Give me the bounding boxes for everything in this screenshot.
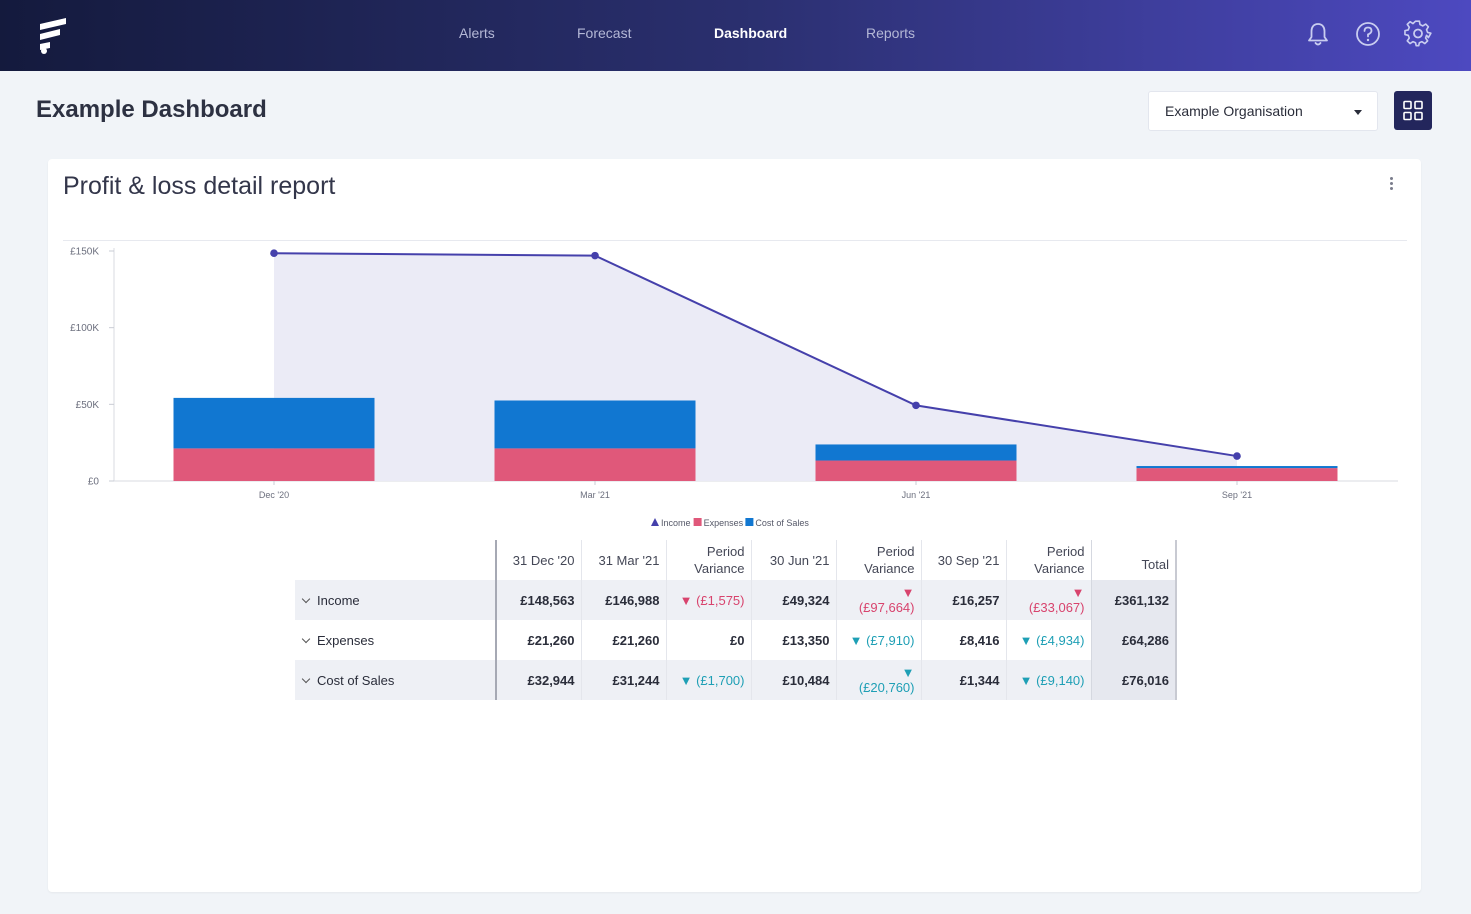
table-cell: £13,350 bbox=[750, 620, 836, 660]
layout-grid-button[interactable] bbox=[1394, 91, 1432, 130]
x-tick-label: Jun '21 bbox=[902, 490, 931, 500]
income-area bbox=[274, 253, 1237, 481]
chevron-down-icon[interactable] bbox=[301, 594, 311, 603]
bar-cost-of-sales bbox=[815, 444, 1017, 461]
table-header: Period Variance bbox=[665, 540, 751, 580]
income-point bbox=[591, 251, 599, 260]
nav-forecast[interactable]: Forecast bbox=[577, 25, 632, 41]
income-point bbox=[1233, 452, 1241, 460]
y-tick-label: £0 bbox=[88, 477, 100, 488]
divider bbox=[63, 240, 1407, 241]
table-cell: £148,563 bbox=[495, 580, 581, 620]
table-cell: ▼ (£9,140) bbox=[1005, 660, 1091, 700]
y-tick-label: £150K bbox=[70, 247, 99, 258]
grid-icon bbox=[1403, 100, 1423, 121]
table-cell: £31,244 bbox=[580, 660, 666, 700]
top-navigation-bar: Alerts Forecast Dashboard Reports bbox=[0, 0, 1471, 71]
profit-loss-card: Profit & loss detail report £0 £50K £100K £… bbox=[48, 159, 1421, 892]
x-tick-label: Dec '20 bbox=[259, 490, 289, 500]
table-row[interactable]: Cost of Sales £32,944 £31,244 ▼ (£1,700)… bbox=[295, 660, 1177, 700]
profit-loss-chart: £0 £50K £100K £150K Dec '20 Mar '21 Jun '21 Sep… bbox=[70, 247, 1398, 528]
y-tick-label: £100K bbox=[70, 323, 99, 334]
table-row[interactable]: Income £148,563 £146,988 ▼ (£1,575) £49,… bbox=[295, 580, 1177, 620]
table-cell-total: £76,016 bbox=[1090, 660, 1177, 700]
bar-cost-of-sales bbox=[173, 397, 375, 449]
table-cell: £10,484 bbox=[750, 660, 836, 700]
table-cell: ▼ (£1,700) bbox=[665, 660, 751, 700]
table-header-row: 31 Dec '20 31 Mar '21 Period Variance 30 … bbox=[295, 540, 1177, 580]
table-header-blank bbox=[295, 540, 496, 580]
bar-expenses bbox=[815, 460, 1017, 481]
table-cell: ▼ (£4,934) bbox=[1005, 620, 1091, 660]
table-cell: £32,944 bbox=[495, 660, 581, 700]
legend-swatch bbox=[745, 518, 754, 526]
bar-expenses bbox=[1136, 468, 1338, 481]
table-cell: ▼ (£7,910) bbox=[835, 620, 921, 660]
table-header: 31 Mar '21 bbox=[580, 540, 666, 580]
nav-reports[interactable]: Reports bbox=[866, 25, 916, 41]
help-icon[interactable] bbox=[1354, 20, 1382, 48]
table-cell: £1,344 bbox=[920, 660, 1006, 700]
more-options-icon[interactable] bbox=[1384, 175, 1398, 195]
income-point bbox=[912, 401, 920, 410]
chevron-down-icon bbox=[1354, 110, 1362, 115]
nav-dashboard[interactable]: Dashboard bbox=[714, 25, 788, 41]
table-cell: ▼ (£20,760) bbox=[835, 660, 921, 700]
table-cell: £16,257 bbox=[920, 580, 1006, 620]
chevron-down-icon[interactable] bbox=[301, 674, 311, 683]
bell-icon[interactable] bbox=[1304, 20, 1332, 48]
table-row[interactable]: Expenses £21,260 £21,260 £0 £13,350 ▼ (£… bbox=[295, 620, 1177, 660]
table-cell: ▼ (£1,575) bbox=[665, 580, 751, 620]
bar-cost-of-sales bbox=[1136, 466, 1338, 469]
table-header: Period Variance bbox=[1005, 540, 1091, 580]
table-cell: £0 bbox=[665, 620, 751, 660]
table-header: 30 Jun '21 bbox=[750, 540, 836, 580]
table-cell-total: £64,286 bbox=[1090, 620, 1177, 660]
table-header: 31 Dec '20 bbox=[495, 540, 581, 580]
nav-alerts[interactable]: Alerts bbox=[459, 25, 495, 41]
bar-cost-of-sales bbox=[494, 400, 696, 449]
chevron-down-icon[interactable] bbox=[301, 634, 311, 643]
logo-icon[interactable] bbox=[36, 15, 72, 55]
card-title: Profit & loss detail report bbox=[63, 172, 336, 200]
table-cell: £8,416 bbox=[920, 620, 1006, 660]
profit-loss-table: 31 Dec '20 31 Mar '21 Period Variance 30 … bbox=[295, 540, 1177, 700]
x-tick-label: Sep '21 bbox=[1222, 490, 1252, 500]
table-cell-total: £361,132 bbox=[1090, 580, 1177, 620]
row-label[interactable]: Expenses bbox=[295, 620, 496, 660]
row-label[interactable]: Income bbox=[295, 580, 496, 620]
income-point bbox=[270, 249, 278, 258]
table-cell: ▼ (£33,067) bbox=[1005, 580, 1091, 620]
legend-label: Income bbox=[661, 518, 691, 528]
legend-label: Expenses bbox=[704, 518, 744, 528]
table-cell: £21,260 bbox=[495, 620, 581, 660]
table-header: Period Variance bbox=[835, 540, 921, 580]
table-header: Total bbox=[1090, 540, 1177, 580]
table-cell: £146,988 bbox=[580, 580, 666, 620]
legend-label: Cost of Sales bbox=[755, 518, 809, 528]
table-cell: ▼ (£97,664) bbox=[835, 580, 921, 620]
organisation-dropdown-value: Example Organisation bbox=[1165, 103, 1303, 119]
organisation-dropdown[interactable]: Example Organisation bbox=[1148, 91, 1378, 131]
table-cell: £49,324 bbox=[750, 580, 836, 620]
x-tick-label: Mar '21 bbox=[580, 490, 610, 500]
legend-swatch-income bbox=[651, 518, 659, 526]
page-title: Example Dashboard bbox=[36, 96, 267, 123]
bar-expenses bbox=[173, 448, 375, 481]
table-header: 30 Sep '21 bbox=[920, 540, 1006, 580]
gear-icon[interactable] bbox=[1404, 20, 1432, 48]
row-label[interactable]: Cost of Sales bbox=[295, 660, 496, 700]
table-cell: £21,260 bbox=[580, 620, 666, 660]
legend-swatch bbox=[693, 518, 702, 526]
bar-expenses bbox=[494, 448, 696, 481]
y-tick-label: £50K bbox=[76, 400, 100, 411]
income-line bbox=[273, 252, 1238, 458]
